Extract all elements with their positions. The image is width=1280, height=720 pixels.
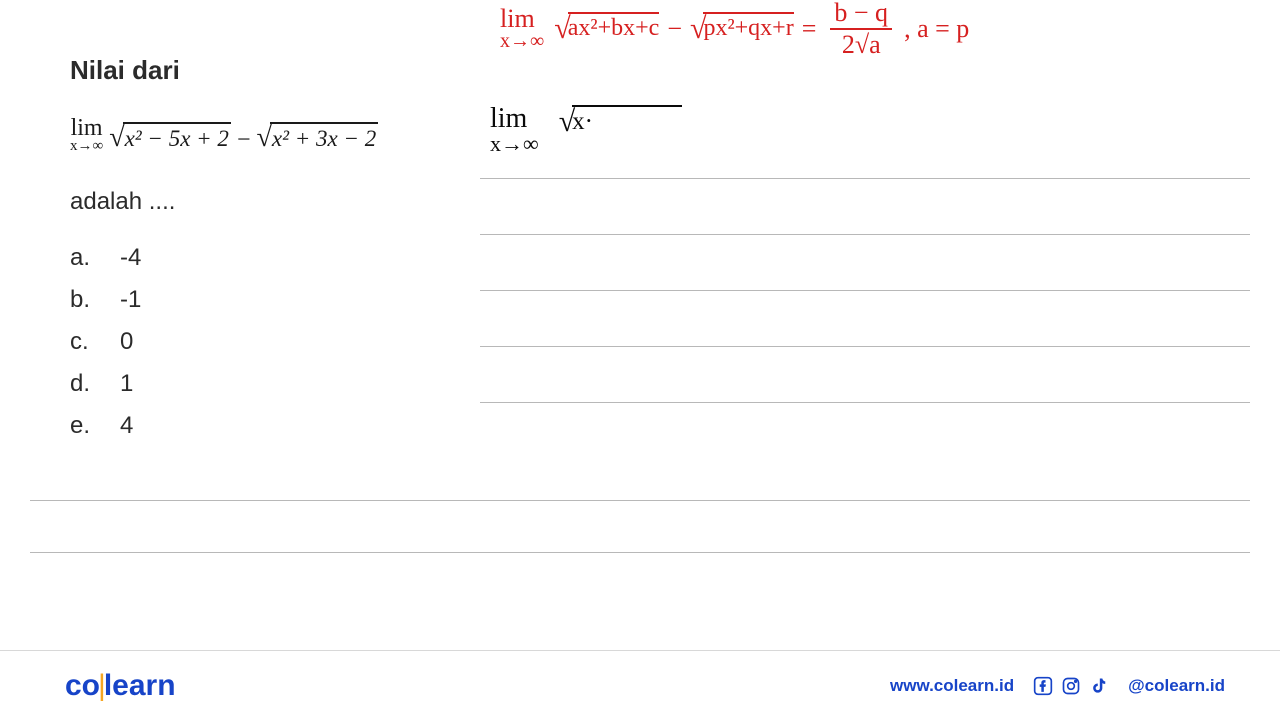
red-sqrt-1: √ ax²+bx+c [554, 12, 659, 46]
ruled-lines-right [480, 178, 1250, 458]
logo: co|learn [65, 669, 176, 703]
black-limit: lim x→∞ [490, 105, 539, 155]
red-formula-annotation: lim x→∞ √ ax²+bx+c − √ px²+qx+r = b − q … [500, 0, 969, 58]
red-sqrt-2: √ px²+qx+r [690, 12, 794, 46]
social-icons [1032, 675, 1110, 697]
facebook-icon[interactable] [1032, 675, 1054, 697]
footer-handle[interactable]: @colearn.id [1128, 676, 1225, 696]
heading: Nilai dari [70, 55, 460, 86]
tiktok-icon[interactable] [1088, 675, 1110, 697]
ruled-lines-full [30, 500, 1250, 604]
option-e: e. 4 [70, 412, 460, 440]
sqrt-term-1: √ x² − 5x + 2 [109, 122, 231, 154]
sqrt-term-2: √ x² + 3x − 2 [256, 122, 378, 154]
black-sqrt: √ x· [559, 105, 682, 139]
limit-expression: lim x→∞ √ x² − 5x + 2 − √ x² + 3x − 2 [70, 116, 460, 154]
instagram-icon[interactable] [1060, 675, 1082, 697]
option-b: b. -1 [70, 286, 460, 314]
red-fraction: b − q 2√a [830, 0, 892, 58]
footer-right: www.colearn.id @colearn.id [890, 675, 1225, 697]
limit-operator: lim x→∞ [70, 116, 103, 154]
option-a: a. -4 [70, 244, 460, 272]
option-d: d. 1 [70, 370, 460, 398]
red-limit: lim x→∞ [500, 7, 544, 51]
footer: co|learn www.colearn.id @colearn.id [0, 650, 1280, 720]
option-c: c. 0 [70, 328, 460, 356]
minus-operator: − [237, 127, 251, 154]
prompt-text: adalah .... [70, 188, 460, 216]
footer-url[interactable]: www.colearn.id [890, 676, 1014, 696]
black-work-annotation: lim x→∞ √ x· [490, 105, 682, 155]
answer-options: a. -4 b. -1 c. 0 d. 1 e. 4 [70, 244, 460, 440]
